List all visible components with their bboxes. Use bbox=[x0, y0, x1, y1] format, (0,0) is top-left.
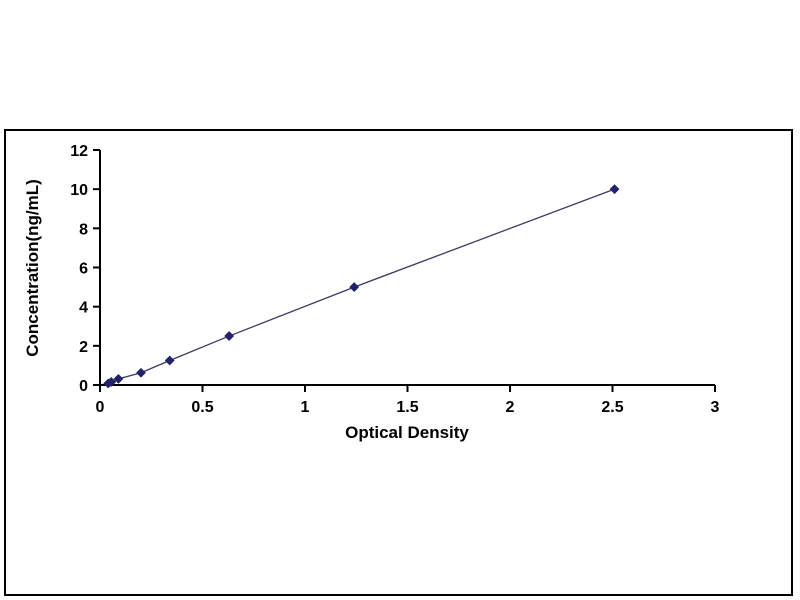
chart-frame bbox=[4, 129, 793, 596]
x-axis-title: Optical Density bbox=[345, 423, 469, 442]
y-tick-label: 6 bbox=[79, 261, 88, 278]
data-point bbox=[136, 367, 146, 378]
data-point bbox=[224, 331, 235, 341]
x-tick-label: 0 bbox=[96, 399, 105, 416]
data-point bbox=[609, 184, 620, 195]
x-tick-label: 2.5 bbox=[601, 399, 623, 416]
y-tick-label: 10 bbox=[70, 182, 88, 199]
y-tick-label: 8 bbox=[79, 221, 88, 238]
y-tick-label: 4 bbox=[79, 300, 88, 317]
data-point bbox=[106, 377, 117, 387]
y-tick-label: 0 bbox=[79, 378, 88, 395]
plot-area: 0 0.5 1 1.5 2 2.5 3 0 2 4 6 8 10 12 bbox=[70, 143, 719, 416]
x-tick-label: 3 bbox=[711, 399, 720, 416]
data-point bbox=[349, 282, 360, 292]
y-tick-label: 12 bbox=[70, 143, 88, 160]
x-tick-label: 1 bbox=[301, 399, 310, 416]
data-point bbox=[113, 373, 124, 384]
x-tick-label: 2 bbox=[506, 399, 515, 416]
x-tick-label: 1.5 bbox=[396, 399, 418, 416]
x-tick-label: 0.5 bbox=[191, 399, 213, 416]
data-point bbox=[164, 355, 175, 366]
y-tick-label: 2 bbox=[79, 339, 88, 356]
y-axis-title: Concentration(ng/mL) bbox=[23, 179, 42, 357]
